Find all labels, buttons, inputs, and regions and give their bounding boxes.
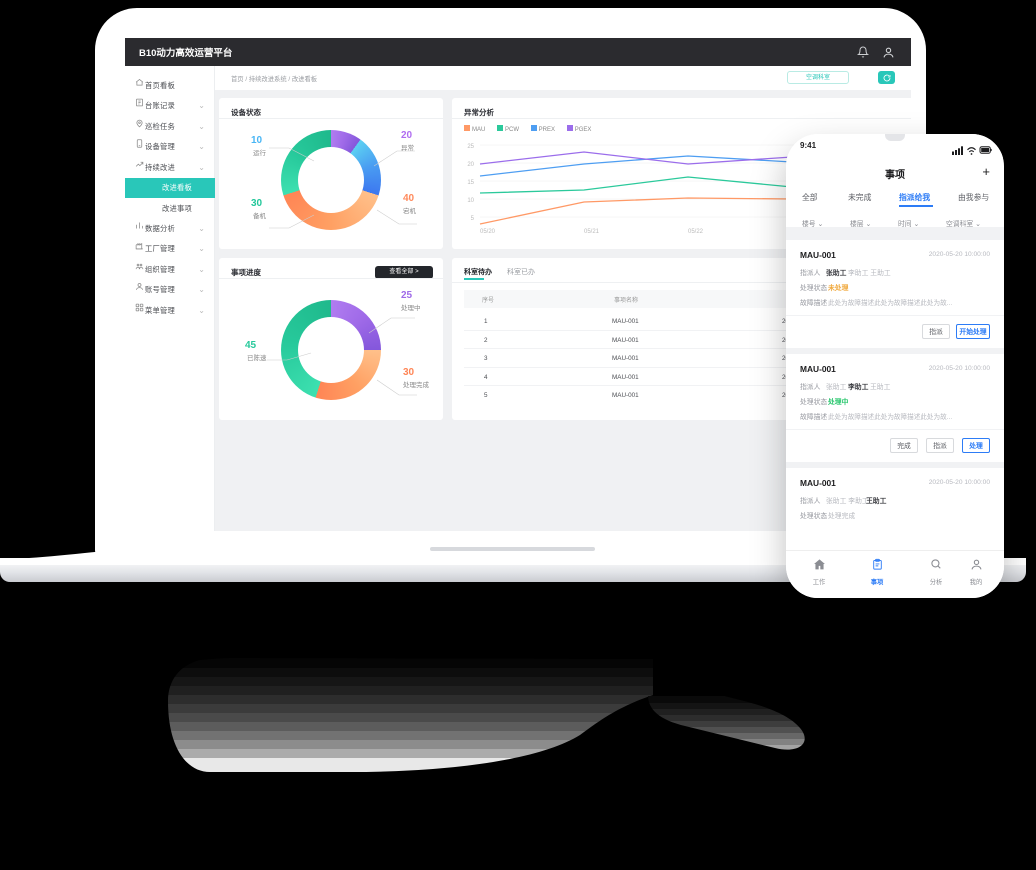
svg-text:05/21: 05/21 [584,229,600,235]
svg-text:05/20: 05/20 [480,229,496,235]
svg-text:05/22: 05/22 [688,229,704,235]
svg-text:10: 10 [467,198,474,204]
svg-text:20: 20 [467,162,474,168]
svg-text:5: 5 [471,216,475,222]
svg-text:25: 25 [467,144,474,150]
svg-text:15: 15 [467,180,474,186]
